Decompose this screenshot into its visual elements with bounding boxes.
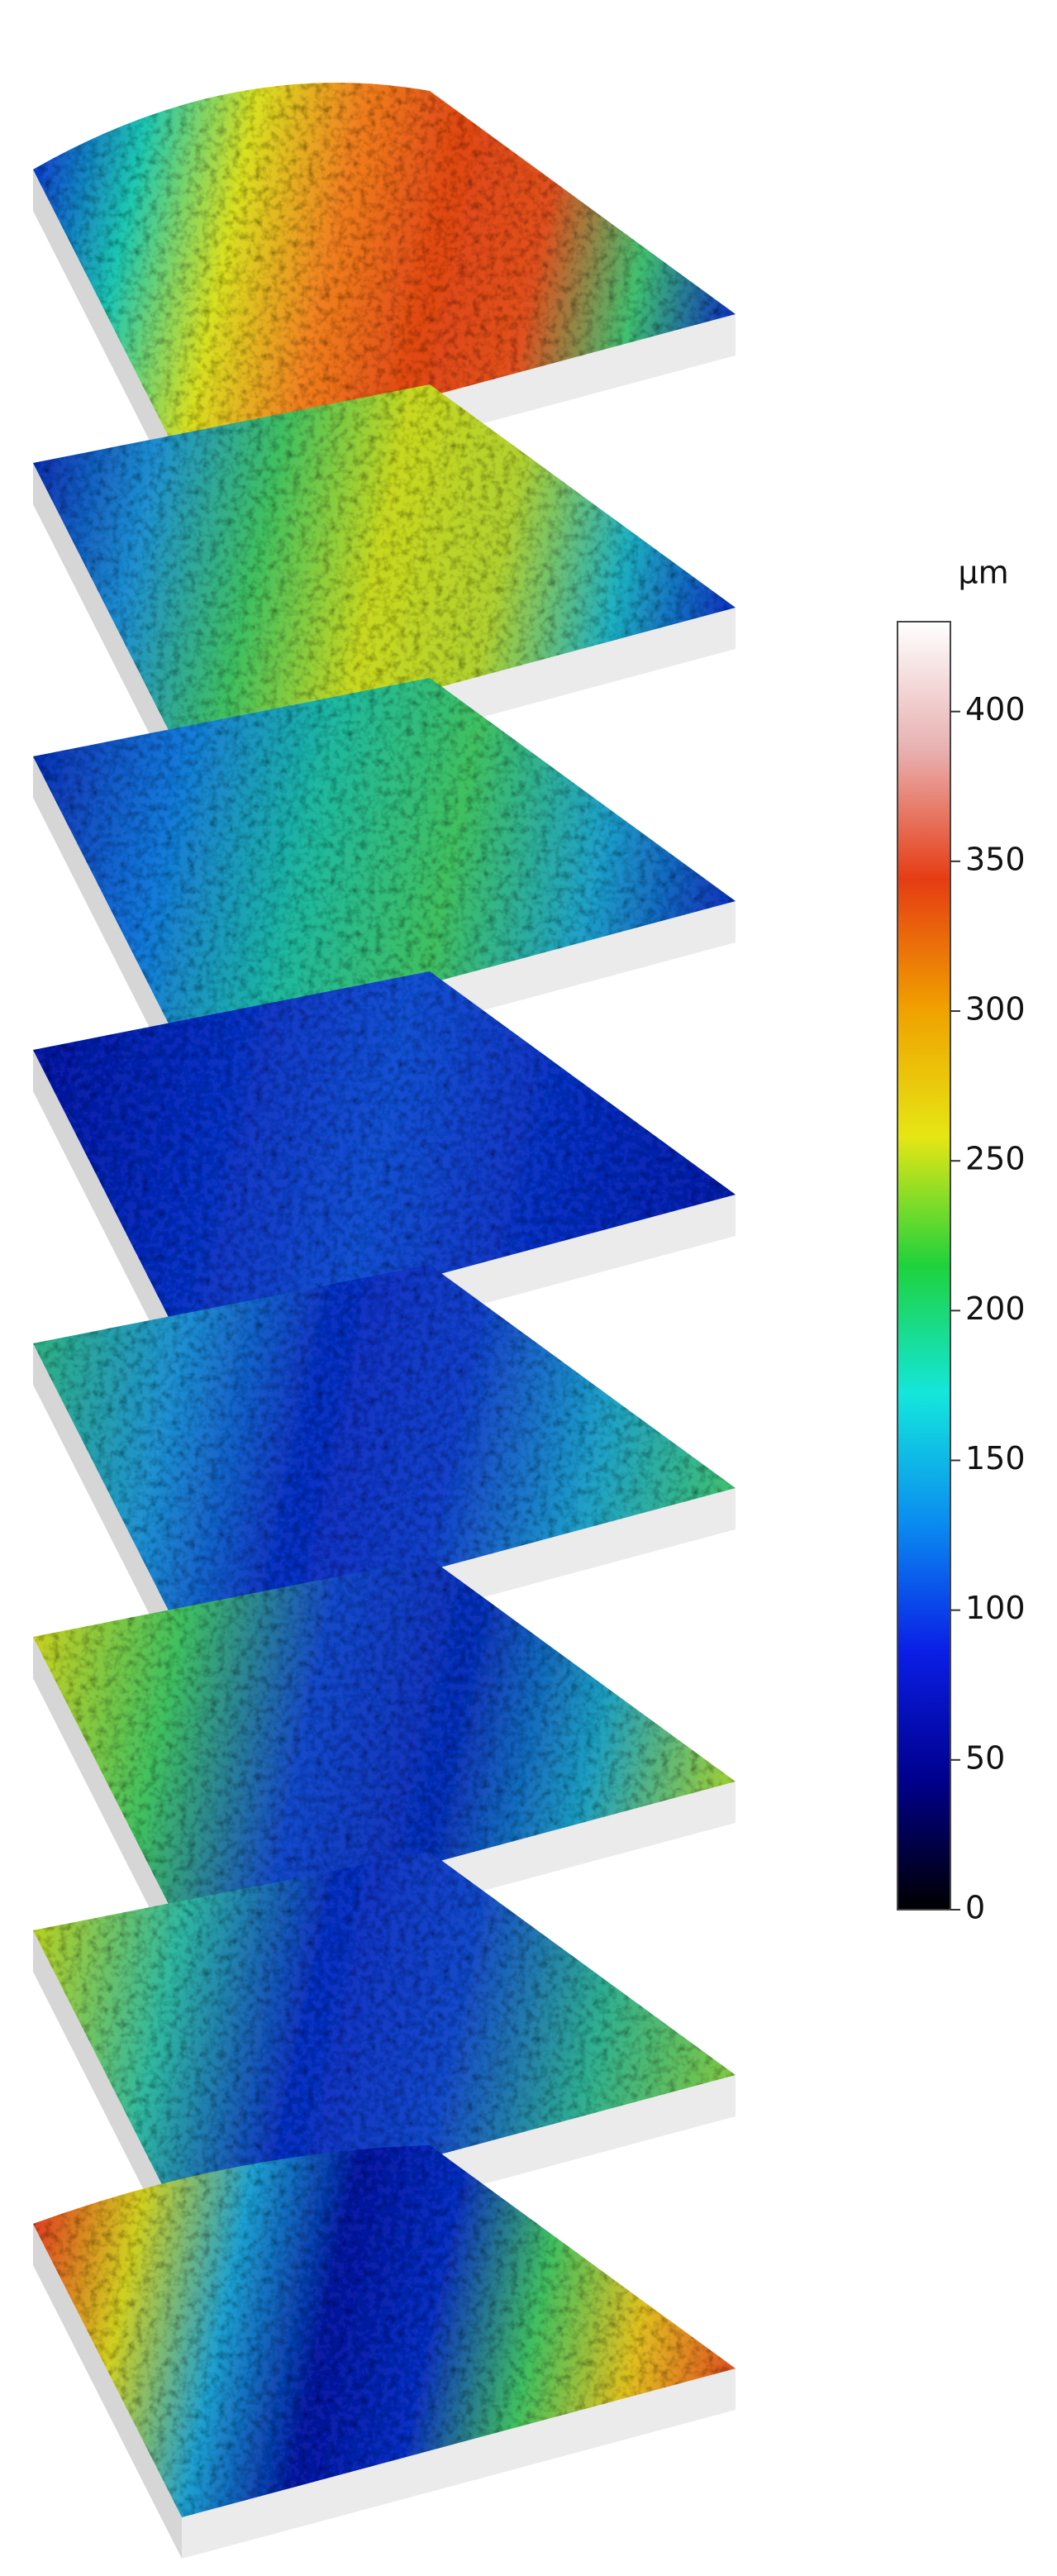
tick-label: 0 bbox=[965, 1890, 985, 1926]
surface-top bbox=[33, 1265, 736, 1637]
tick-label: 50 bbox=[965, 1739, 1005, 1776]
tick-label: 100 bbox=[965, 1590, 1026, 1626]
slab-side bbox=[182, 2368, 736, 2559]
surfaces bbox=[33, 82, 736, 2559]
slab-side bbox=[33, 1637, 182, 1972]
surface-top bbox=[33, 1852, 736, 2224]
slab-side bbox=[33, 756, 182, 1091]
tick-label: 250 bbox=[965, 1141, 1026, 1177]
tick-label: 400 bbox=[965, 691, 1026, 727]
surface-top bbox=[33, 82, 736, 464]
surface-top bbox=[33, 678, 736, 1050]
surface-top bbox=[33, 384, 736, 756]
slab-side bbox=[33, 169, 182, 504]
colorbar-label: µm bbox=[958, 555, 1008, 591]
colorbar-scale bbox=[897, 621, 951, 1911]
slab-side bbox=[33, 1050, 182, 1385]
tick-label: 350 bbox=[965, 841, 1026, 877]
slab-side bbox=[33, 1930, 182, 2265]
tick-label: 150 bbox=[965, 1440, 1026, 1476]
slab-side bbox=[33, 1343, 182, 1678]
slab-side bbox=[33, 463, 182, 798]
tick-label: 200 bbox=[965, 1290, 1026, 1327]
colorbar: µm 0 50 100 150 200 250 300 350 400 bbox=[897, 555, 1026, 1926]
surface-top bbox=[33, 971, 736, 1343]
surface-top bbox=[33, 1558, 736, 1930]
surface-top bbox=[33, 2145, 736, 2517]
tick-label: 300 bbox=[965, 991, 1026, 1028]
slab-side bbox=[33, 2224, 182, 2559]
